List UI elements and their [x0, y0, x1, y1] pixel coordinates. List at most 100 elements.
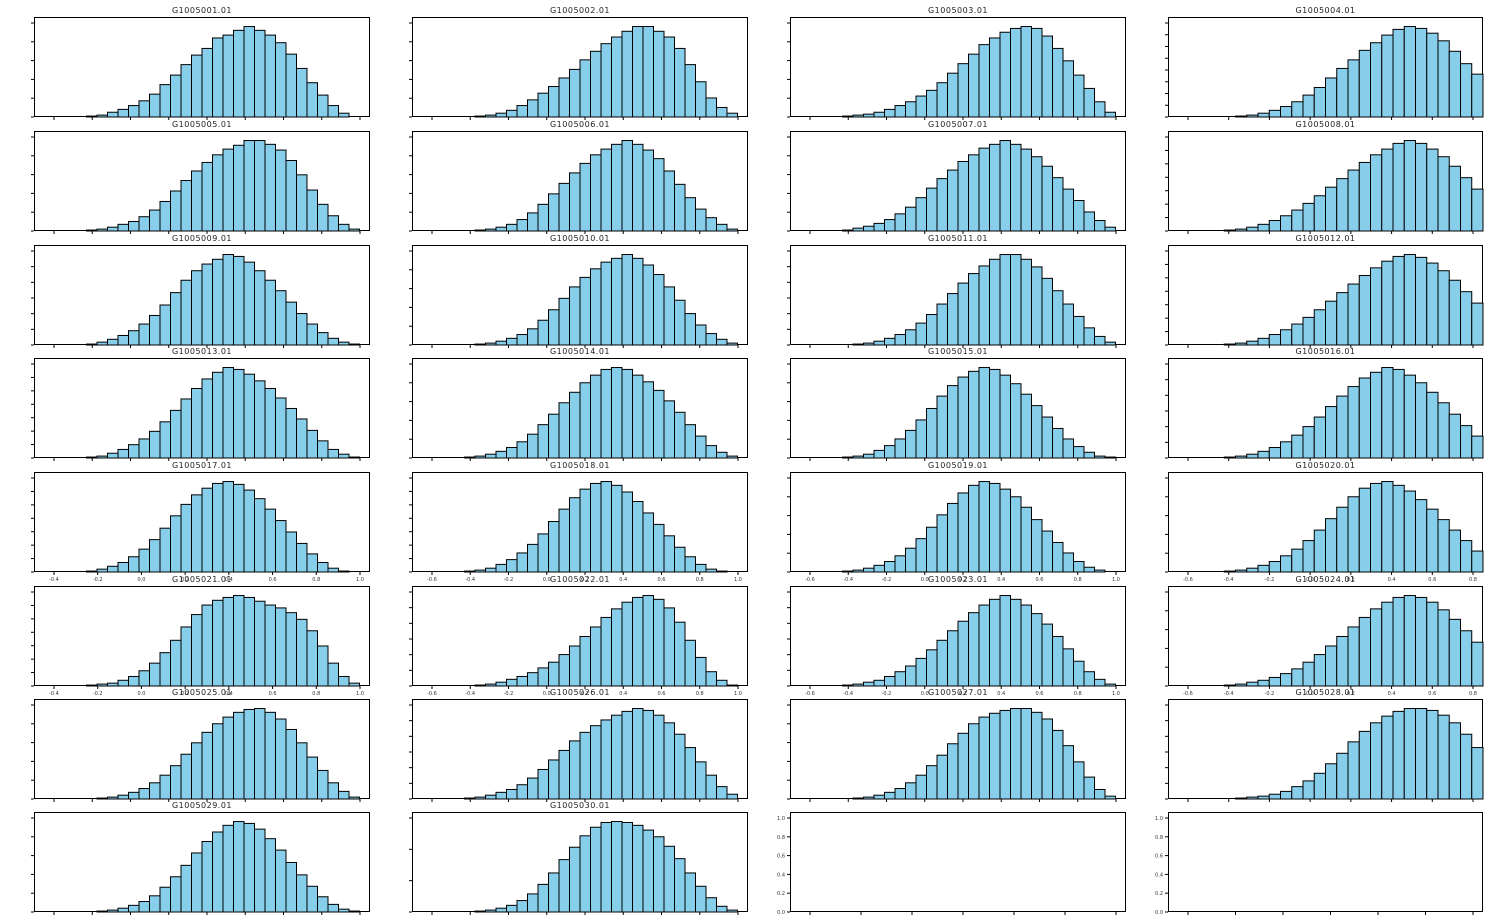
histogram-bar — [999, 488, 1011, 573]
histogram-bar — [170, 515, 182, 573]
histogram-bar — [632, 596, 644, 687]
histogram-bar — [254, 498, 266, 573]
histogram-bar — [1460, 733, 1473, 800]
histogram-bar — [1010, 254, 1022, 346]
histogram-bar — [1313, 772, 1326, 800]
histogram-bar — [989, 598, 1001, 687]
y-tick-label: 0.4 — [777, 872, 785, 878]
panel-title: G1005029.01 — [171, 801, 233, 810]
histogram-bar — [107, 452, 119, 459]
panel-title: G1005005.01 — [171, 120, 233, 129]
x-tick-label: -0.4 — [843, 577, 853, 583]
histogram-bar — [222, 716, 234, 800]
histogram-bar — [674, 183, 686, 232]
histogram-bar — [663, 845, 675, 913]
histogram-bar — [138, 100, 150, 118]
histogram-bar — [590, 50, 602, 118]
histogram-bar — [1031, 27, 1043, 118]
histogram-bar — [285, 612, 297, 687]
histogram-bar — [947, 169, 959, 232]
histogram-bar — [96, 910, 108, 913]
histogram-bar — [495, 340, 507, 346]
panel-title: G1005026.01 — [549, 688, 611, 697]
histogram-bar — [684, 64, 696, 118]
histogram-bar — [1052, 177, 1064, 232]
histogram-bar — [1358, 274, 1371, 346]
histogram-bar — [254, 828, 266, 913]
x-tick-label: 0.8 — [312, 691, 320, 697]
histogram-bar — [1010, 598, 1022, 687]
histogram-bar — [212, 37, 224, 118]
histogram-bar — [1052, 635, 1064, 687]
histogram-bar — [243, 261, 255, 346]
histogram-plot: -0.6 -0.4 -0.2 0.0 0.2 0.4 0.6 0.8 — [1165, 586, 1484, 697]
histogram-bar — [254, 708, 266, 800]
histogram-bar — [96, 228, 108, 232]
histogram-bar — [1246, 681, 1259, 687]
histogram-panel: G1005013.01 — [31, 347, 370, 461]
histogram-bar — [170, 74, 182, 118]
histogram-bar — [905, 782, 917, 800]
histogram-bar — [642, 829, 654, 913]
panel-title: G1005002.01 — [549, 6, 611, 15]
histogram-bar — [579, 162, 591, 232]
y-tick-label: 1.0 — [1155, 816, 1163, 822]
histogram-bar — [863, 225, 875, 232]
histogram-bar — [611, 257, 623, 346]
histogram-bar — [1313, 309, 1326, 346]
histogram-bar — [590, 154, 602, 232]
histogram-bar — [1392, 142, 1405, 232]
histogram-bar — [905, 101, 917, 118]
histogram-bar — [1280, 790, 1293, 800]
histogram-bar — [1426, 508, 1439, 573]
histogram-bar — [201, 604, 213, 687]
x-tick-label: 0.0 — [137, 577, 145, 583]
histogram-plot: -0.6 -0.4 -0.2 0.0 0.2 0.4 0.6 0.8 1.0 — [787, 586, 1126, 697]
histogram-bar — [107, 796, 119, 800]
histogram-bar — [149, 895, 161, 913]
histogram-bar — [600, 43, 612, 118]
histogram-bar — [1291, 786, 1304, 800]
histogram-bar — [180, 626, 192, 687]
histogram-bar — [1336, 292, 1349, 346]
histogram-bar — [159, 421, 171, 459]
histogram-bar — [936, 178, 948, 232]
histogram-bar — [873, 794, 885, 800]
histogram-bar — [674, 411, 686, 459]
histogram-bar — [1415, 708, 1428, 800]
histogram-bar — [1313, 195, 1326, 232]
histogram-bar — [107, 226, 119, 232]
histogram-bar — [999, 709, 1011, 800]
histogram-bar — [695, 324, 707, 346]
histogram-bar — [926, 649, 938, 687]
x-tick-label: 0.0 — [1306, 577, 1314, 583]
histogram-bar — [474, 115, 486, 118]
histogram-bar — [222, 824, 234, 913]
histogram-bar — [1403, 708, 1416, 800]
histogram-bar — [863, 113, 875, 118]
histogram-bar — [306, 323, 318, 346]
histogram-bar — [96, 568, 108, 573]
histogram-panel: G1005020.01 -0.6 -0.4 -0.2 0.0 0.2 0.4 0.6 0.8 — [1165, 461, 1484, 583]
x-tick-label: 0.2 — [1347, 577, 1355, 583]
histogram-bar — [653, 389, 665, 459]
histogram-bar — [684, 556, 696, 573]
histogram-bar — [590, 374, 602, 459]
histogram-bar — [1471, 188, 1484, 232]
histogram-bar — [1426, 262, 1439, 346]
histogram-bar — [338, 570, 350, 573]
histogram-bar — [317, 203, 329, 232]
histogram-bar — [474, 229, 486, 232]
panel-title: G1005001.01 — [171, 6, 233, 15]
histogram-bar — [926, 314, 938, 346]
histogram-bar — [317, 94, 329, 118]
histogram-bar — [191, 54, 203, 118]
histogram-bar — [957, 63, 969, 118]
histogram-bar — [1020, 148, 1032, 232]
histogram-bar — [1370, 722, 1383, 800]
histogram-bar — [852, 227, 864, 232]
histogram-bar — [1302, 202, 1315, 232]
histogram-plot — [787, 17, 1126, 120]
y-tick-label: 1.0 — [777, 816, 785, 822]
histogram-bar — [485, 683, 497, 687]
